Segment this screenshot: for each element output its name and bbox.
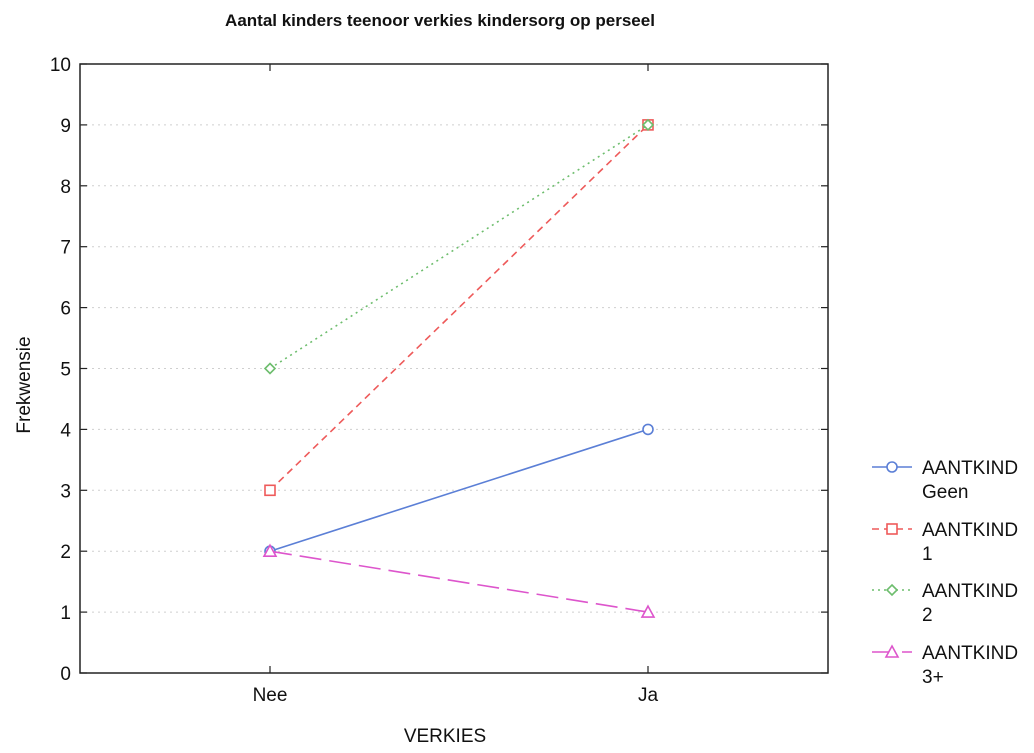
legend-marker [884, 644, 900, 658]
legend-label: AANTKIND [922, 520, 1018, 541]
legend-item: AANTKIND 3+ [872, 643, 1018, 688]
legend-label-line2: 3+ [922, 667, 944, 688]
legend-item: AANTKIND 1 [872, 520, 1018, 565]
legend-item: AANTKIND 2 [872, 581, 1018, 626]
series-2 [263, 118, 655, 375]
y-tick-label: 7 [60, 238, 71, 259]
x-axis-title: VERKIES [404, 726, 486, 747]
data-point [642, 423, 654, 436]
y-tick-label: 2 [60, 542, 71, 563]
data-point [641, 118, 655, 132]
legend-marker [886, 461, 898, 473]
legend-marker [885, 583, 899, 597]
legend-label-line2: Geen [922, 482, 968, 503]
x-axis: Nee Ja [253, 64, 659, 706]
y-tick-label: 6 [60, 299, 71, 320]
y-tick-label: 4 [60, 420, 71, 441]
series-line [269, 124, 649, 491]
y-tick-label: 5 [60, 360, 71, 381]
legend-label-line2: 1 [922, 544, 933, 565]
data-point [263, 362, 277, 375]
legend-item: AANTKIND Geen [872, 458, 1018, 503]
series-line [269, 550, 649, 613]
legend-label: AANTKIND [922, 581, 1018, 602]
legend-marker [886, 523, 898, 535]
y-tick-label: 10 [50, 55, 71, 76]
legend-label: AANTKIND [922, 458, 1018, 479]
legend-label-line2: 2 [922, 605, 933, 626]
series-lines [262, 118, 656, 618]
chart-title: Aantal kinders teenoor verkies kindersor… [225, 11, 655, 30]
series-3 [262, 543, 656, 618]
y-tick-label: 1 [60, 603, 71, 624]
legend: AANTKIND Geen AANTKIND 1 AANTKIND 2 AANTKIND 3+ [872, 458, 1018, 688]
legend-label: AANTKIND [922, 643, 1018, 664]
gridlines [80, 124, 828, 613]
y-tick-label: 9 [60, 116, 71, 137]
series-line [269, 428, 649, 552]
x-tick-label: Nee [253, 685, 288, 706]
data-point [264, 484, 276, 497]
y-axis-title: Frekwensie [14, 336, 35, 433]
data-point [640, 604, 656, 618]
y-tick-label: 0 [60, 664, 71, 685]
data-point [262, 543, 278, 558]
y-axis: 0 1 2 3 4 5 6 7 8 9 10 [50, 55, 828, 685]
y-tick-label: 8 [60, 177, 71, 198]
y-tick-label: 3 [60, 481, 71, 502]
x-tick-label: Ja [638, 685, 659, 706]
